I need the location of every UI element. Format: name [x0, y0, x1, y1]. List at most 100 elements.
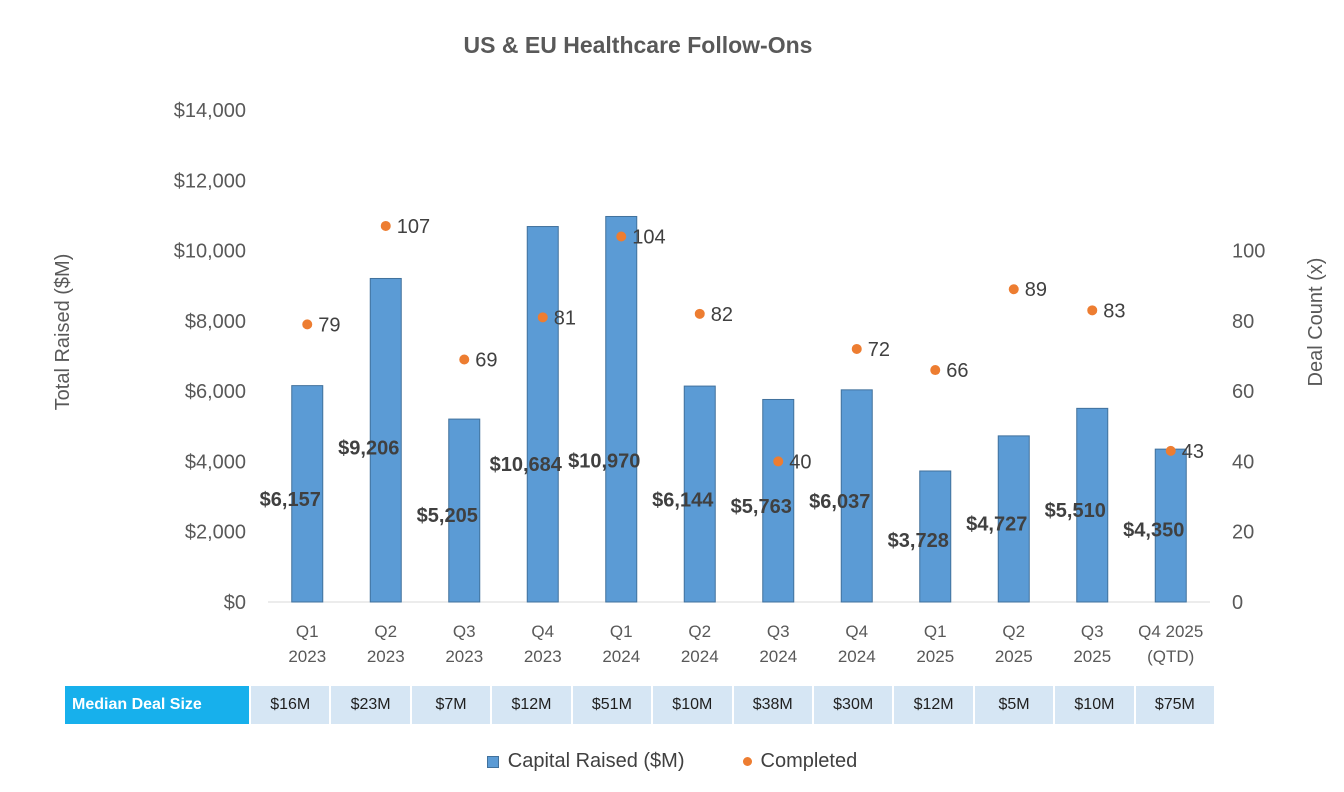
bar-value-label: $6,144	[652, 489, 714, 511]
legend-item-completed: Completed	[742, 750, 858, 773]
y2-tick-label: 100	[1232, 241, 1265, 263]
bar-value-label: $6,157	[260, 489, 321, 511]
completed-point	[380, 220, 391, 231]
x-tick-label: 2025	[1073, 647, 1111, 666]
completed-value-label: 69	[475, 350, 497, 372]
y2-tick-label: 40	[1232, 451, 1254, 473]
completed-point	[616, 231, 627, 242]
median-deal-size-cell: $75M	[1133, 686, 1215, 724]
completed-value-label: 89	[1025, 279, 1047, 301]
x-tick-label: Q1	[296, 622, 319, 641]
bar	[605, 215, 638, 603]
y-tick-label: $8,000	[185, 311, 246, 333]
completed-value-label: 107	[397, 216, 430, 238]
bar	[997, 435, 1030, 603]
x-tick-label: Q2	[374, 622, 397, 641]
y2-tick-label: 0	[1232, 592, 1243, 614]
bar	[762, 398, 795, 603]
x-tick-label: Q2	[1002, 622, 1025, 641]
legend-bar-swatch	[486, 755, 499, 768]
x-tick-label: (QTD)	[1147, 647, 1194, 666]
bar	[1076, 407, 1109, 603]
completed-point	[459, 354, 470, 365]
completed-value-label: 40	[789, 451, 811, 473]
completed-value-label: 66	[946, 360, 968, 382]
median-deal-size-cell: $16M	[251, 686, 330, 724]
completed-point	[1165, 445, 1176, 456]
bar-value-label: $10,970	[568, 450, 640, 472]
completed-point	[694, 308, 705, 319]
median-deal-size-cell: $51M	[570, 686, 652, 724]
median-deal-size-cell: $5M	[972, 686, 1054, 724]
x-tick-label: 2025	[916, 647, 954, 666]
x-tick-label: 2023	[288, 647, 326, 666]
bar-value-label: $3,728	[888, 530, 949, 552]
completed-point	[1087, 305, 1098, 316]
median-deal-size-cell: $7M	[409, 686, 491, 724]
completed-point	[851, 343, 862, 354]
legend: Capital Raised ($M) Completed	[0, 750, 1344, 773]
legend-dot-swatch	[742, 757, 752, 766]
bar-value-label: $4,350	[1123, 520, 1184, 542]
x-tick-label: Q3	[453, 622, 476, 641]
median-deal-size-cell: $30M	[811, 686, 893, 724]
bar-value-label: $10,684	[490, 454, 563, 476]
median-deal-size-cell: $10M	[651, 686, 732, 724]
completed-value-label: 83	[1103, 300, 1125, 322]
completed-value-label: 82	[711, 304, 733, 326]
x-tick-label: 2023	[367, 647, 405, 666]
legend-label-capital-raised: Capital Raised ($M)	[507, 750, 685, 772]
y2-axis-title: Deal Count (x)	[1305, 258, 1327, 387]
bar	[526, 226, 559, 603]
x-tick-label: Q3	[1081, 622, 1104, 641]
bar-value-label: $9,206	[338, 438, 399, 460]
chart: US & EU Healthcare Follow-Ons $0 $2,000 $4,…	[52, 32, 1327, 666]
completed-point	[537, 312, 548, 323]
bar	[291, 385, 324, 603]
completed-value-label: 43	[1182, 441, 1204, 463]
chart-title: US & EU Healthcare Follow-Ons	[464, 32, 813, 58]
bar	[683, 385, 716, 603]
median-deal-size-cell: $10M	[1053, 686, 1134, 724]
bar	[840, 389, 873, 603]
bar	[369, 277, 402, 603]
x-tick-label: Q1	[924, 622, 947, 641]
x-tick-label: Q1	[610, 622, 633, 641]
y-axis-title: Total Raised ($M)	[52, 254, 74, 411]
bar	[1154, 448, 1187, 603]
x-tick-label: Q4 2025	[1138, 622, 1203, 641]
y-tick-label: $10,000	[174, 241, 246, 263]
x-tick-label: 2024	[681, 647, 719, 666]
median-deal-size-cell: $12M	[490, 686, 571, 724]
median-deal-size-cell: $12M	[892, 686, 973, 724]
y-tick-label: $0	[224, 592, 246, 614]
completed-value-label: 79	[318, 314, 340, 336]
bar	[919, 470, 952, 603]
legend-item-capital-raised: Capital Raised ($M)	[486, 750, 685, 773]
y2-tick-label: 20	[1232, 522, 1254, 544]
completed-point	[302, 319, 313, 330]
completed-value-label: 72	[868, 339, 890, 361]
x-tick-label: Q4	[845, 622, 868, 641]
median-deal-size-header: Median Deal Size	[65, 686, 249, 724]
median-deal-size-cell: $38M	[731, 686, 812, 724]
x-tick-label: 2023	[524, 647, 562, 666]
completed-point	[1008, 284, 1019, 295]
x-tick-label: 2024	[602, 647, 640, 666]
x-tick-label: 2024	[838, 647, 876, 666]
completed-point	[930, 365, 941, 376]
median-deal-size-table: Median Deal Size $16M $23M $7M $12M $51M $10M…	[65, 686, 1215, 724]
completed-point	[773, 456, 784, 467]
x-tick-label: 2025	[995, 647, 1033, 666]
x-tick-label: Q2	[688, 622, 711, 641]
median-deal-size-cell: $23M	[329, 686, 410, 724]
x-tick-label: 2024	[759, 647, 797, 666]
x-tick-label: 2023	[445, 647, 483, 666]
y2-tick-label: 80	[1232, 311, 1254, 333]
x-tick-label: Q4	[531, 622, 554, 641]
legend-label-completed: Completed	[760, 750, 858, 772]
y-tick-label: $6,000	[185, 381, 246, 403]
y-tick-label: $2,000	[185, 522, 246, 544]
bar-value-label: $5,510	[1045, 500, 1106, 522]
y-tick-label: $4,000	[185, 451, 246, 473]
